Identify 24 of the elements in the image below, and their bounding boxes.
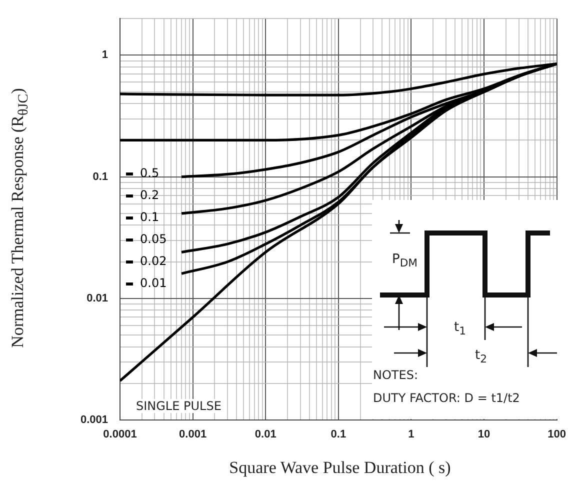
x-tick-label: 1 bbox=[408, 428, 414, 441]
legend-label: 0.02 bbox=[140, 254, 167, 268]
annotation: t$_{1}$ bbox=[454, 320, 466, 338]
x-tick-label: 0.001 bbox=[179, 428, 207, 441]
y-tick-label: 0.001 bbox=[80, 414, 108, 426]
x-tick-label: 0.01 bbox=[254, 428, 276, 441]
legend-label: 0.2 bbox=[140, 188, 160, 202]
x-tick-label: 10 bbox=[478, 428, 490, 441]
legend-label: 0.01 bbox=[140, 276, 167, 290]
legend-label: 0.1 bbox=[140, 210, 160, 224]
x-axis-title: Square Wave Pulse Duration ( s) bbox=[228, 458, 452, 478]
y-tick-label: 0.1 bbox=[92, 170, 108, 183]
annotation: t$_{2}$ bbox=[475, 348, 487, 366]
x-tick-label: 0.1 bbox=[330, 428, 346, 441]
annotation: SINGLE PULSE bbox=[134, 399, 224, 413]
annotation: P$_{DM}$ bbox=[392, 252, 418, 270]
annotation: NOTES: bbox=[373, 368, 418, 382]
legend-label: 0.05 bbox=[140, 232, 167, 246]
y-tick-label: 0.01 bbox=[86, 292, 108, 304]
x-tick-label: 100 bbox=[548, 428, 566, 441]
annotation: DUTY FACTOR: D = t1/t2 bbox=[373, 391, 520, 405]
y-tick-label: 1 bbox=[102, 49, 108, 62]
x-tick-label: 0.0001 bbox=[103, 428, 137, 441]
legend-label: 0.5 bbox=[140, 166, 160, 180]
